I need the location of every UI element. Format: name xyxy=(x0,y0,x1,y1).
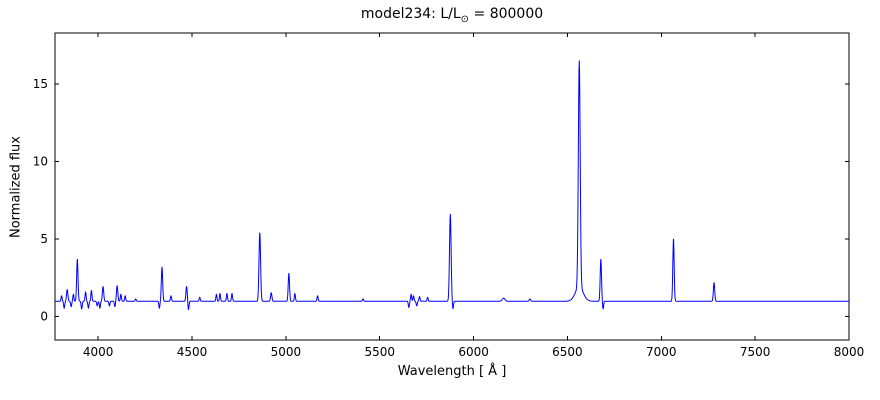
plot-title: model234: L/L⊙ = 800000 xyxy=(55,6,849,25)
y-tick-label: 0 xyxy=(40,310,48,324)
x-tick-label: 5500 xyxy=(364,345,395,359)
y-tick-label: 10 xyxy=(33,155,48,169)
x-axis-label: Wavelength [ Å ] xyxy=(397,364,507,379)
y-tick-label: 5 xyxy=(40,232,48,246)
plot-title-sub: ⊙ xyxy=(460,13,470,25)
x-tick-label: 7000 xyxy=(646,345,677,359)
axes-frame xyxy=(54,32,850,341)
y-axis-label: Normalized flux xyxy=(8,136,24,238)
spectrum-line xyxy=(54,60,850,310)
plot-title-suffix: = 800000 xyxy=(469,6,544,22)
x-tick-label: 4000 xyxy=(83,345,114,359)
x-tick-label: 6000 xyxy=(458,345,489,359)
y-tick-label: 15 xyxy=(33,77,48,91)
x-tick-label: 4500 xyxy=(177,345,208,359)
x-tick-label: 6500 xyxy=(552,345,583,359)
x-tick-label: 5000 xyxy=(271,345,302,359)
x-tick-label: 7500 xyxy=(740,345,771,359)
plot-title-text: model234: L/L xyxy=(360,6,461,22)
x-tick-label: 8000 xyxy=(834,345,865,359)
